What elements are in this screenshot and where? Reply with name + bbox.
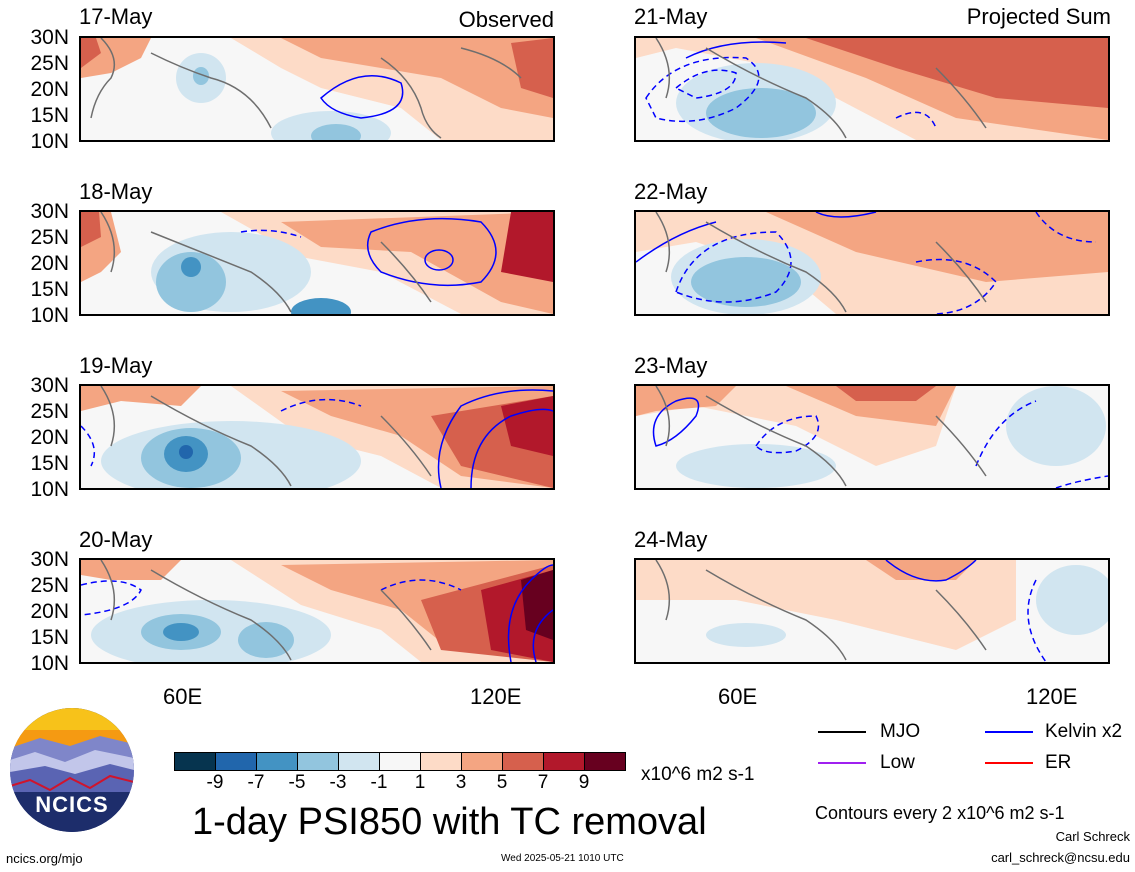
ncics-logo-mark (10, 708, 134, 832)
colorbar-cell (420, 752, 461, 771)
contour-interval-note: Contours every 2 x10^6 m2 s-1 (815, 803, 1065, 823)
field-map (636, 386, 1108, 488)
legend-line-kelvin (985, 731, 1033, 733)
colorbar-tick: 5 (496, 772, 508, 793)
colorbar-cell (215, 752, 256, 771)
footer-timestamp: Wed 2025-05-21 1010 UTC (501, 853, 624, 864)
lon-tick-projected-60e: 60E (718, 684, 758, 709)
colorbar-cell (502, 752, 543, 771)
lon-tick-projected-120e: 120E (1026, 684, 1078, 709)
map-panel-projected-4 (634, 558, 1110, 664)
field-map (81, 386, 553, 488)
colorbar-tick: 1 (414, 772, 426, 793)
map-panel-projected-2 (634, 210, 1110, 316)
legend-label-mjo: MJO (880, 721, 921, 742)
field-map (81, 212, 553, 314)
field-map (636, 560, 1108, 662)
projected-sum-label: Projected Sum (966, 4, 1111, 29)
field-map (81, 38, 553, 140)
colorbar-tick: -5 (288, 772, 306, 793)
map-panel-observed-2 (79, 210, 555, 316)
legend-label-low: Low (880, 752, 915, 773)
field-map (636, 38, 1108, 140)
colorbar-tick: 7 (537, 772, 549, 793)
footer-url[interactable]: ncics.org/mjo (6, 851, 83, 866)
panel-date-projected-3: 23-May (634, 353, 708, 378)
colorbar-tick: -9 (206, 772, 224, 793)
map-panel-projected-1 (634, 36, 1110, 142)
map-panel-observed-4 (79, 558, 555, 664)
panel-date-projected-4: 24-May (634, 527, 708, 552)
field-map (81, 560, 553, 662)
legend-line-low (818, 762, 866, 764)
footer-email: carl_schreck@ncsu.edu (991, 850, 1130, 865)
colorbar-cell (461, 752, 502, 771)
panel-date-observed-4: 20-May (79, 527, 153, 552)
colorbar-cell (584, 752, 626, 771)
lon-tick-observed-60e: 60E (163, 684, 203, 709)
colorbar-tick: -7 (247, 772, 265, 793)
panel-date-observed-3: 19-May (79, 353, 153, 378)
map-panel-observed-1 (79, 36, 555, 142)
panel-date-observed-1: 17-May (79, 4, 153, 29)
colorbar-cell (338, 752, 379, 771)
colorbar-tick: 3 (455, 772, 467, 793)
legend-label-kelvin: Kelvin x2 (1045, 721, 1123, 742)
figure-title: 1-day PSI850 with TC removal (192, 801, 707, 843)
ncics-logo: NCICS (10, 708, 134, 832)
ncics-logo-text: NCICS (35, 792, 109, 817)
legend-label-er: ER (1045, 752, 1072, 773)
colorbar-units: x10^6 m2 s-1 (641, 764, 755, 785)
colorbar-cell (543, 752, 584, 771)
colorbar-cell (297, 752, 338, 771)
map-panel-projected-3 (634, 384, 1110, 490)
colorbar-cell (174, 752, 215, 771)
colorbar-tick: -3 (329, 772, 347, 793)
footer-author: Carl Schreck (1055, 829, 1130, 844)
panel-date-projected-1: 21-May (634, 4, 708, 29)
panel-date-observed-2: 18-May (79, 179, 153, 204)
colorbar-cell (256, 752, 297, 771)
field-map (636, 212, 1108, 314)
colorbar-cell (379, 752, 420, 771)
lon-tick-observed-120e: 120E (470, 684, 522, 709)
legend-line-mjo (818, 731, 866, 733)
panel-date-projected-2: 22-May (634, 179, 708, 204)
observed-label: Observed (458, 7, 554, 32)
legend-line-er (985, 762, 1033, 764)
map-panel-observed-3 (79, 384, 555, 490)
colorbar-tick: 9 (578, 772, 590, 793)
colorbar-tick: -1 (370, 772, 388, 793)
